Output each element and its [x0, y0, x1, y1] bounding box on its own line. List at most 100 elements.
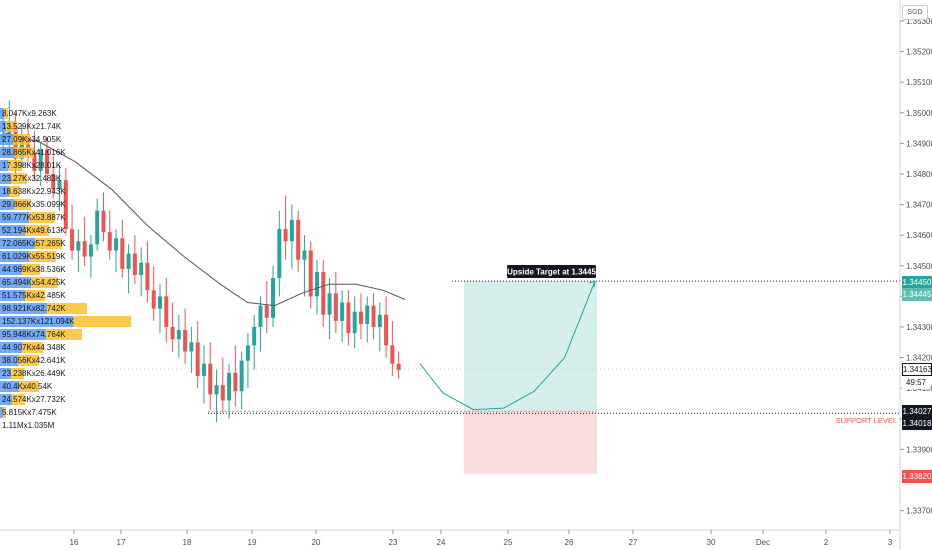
volume-profile-label: 52.194Kx49.613K	[2, 226, 66, 235]
candle-body	[258, 305, 263, 327]
volume-profile-label: 23.27Kx32.483K	[2, 174, 62, 183]
time-tick-label: 30	[707, 538, 716, 547]
price-tick-label: 1.35000	[906, 109, 932, 118]
up-candle	[76, 229, 81, 272]
candle-body	[38, 149, 43, 171]
candle-body	[327, 293, 332, 315]
down-candle	[358, 293, 363, 340]
down-candle	[32, 131, 37, 181]
up-candle	[176, 314, 181, 358]
up-candle	[340, 290, 345, 343]
candle-body	[233, 372, 238, 392]
time-tick-label: 26	[565, 538, 574, 547]
volume-profile-label: 61.029Kx55.519K	[2, 252, 66, 261]
candle-body	[377, 314, 382, 327]
candle-body	[239, 360, 244, 392]
candle-body	[358, 311, 363, 324]
down-candle	[233, 345, 238, 407]
volume-profile-label: 44.969Kx38.536K	[2, 265, 66, 274]
volume-up-bar	[0, 186, 9, 197]
target-label: Upside Target at 1.3445	[507, 268, 596, 277]
projection-curve	[419, 280, 596, 411]
up-candle	[57, 164, 62, 211]
candle-body	[396, 363, 401, 370]
volume-profile-label: 27.09Kx34.905K	[2, 135, 62, 144]
candle-body	[220, 385, 225, 401]
volume-profile-label: 95.948Kx74.764K	[2, 330, 66, 339]
volume-profile-label: 152.137Kx121.094K	[2, 317, 75, 326]
down-candle	[333, 271, 338, 334]
volume-profile-label: 40.4Kx40.54K	[2, 382, 53, 391]
time-tick-label: 17	[117, 538, 126, 547]
down-candle	[346, 290, 351, 346]
volume-down-bar	[13, 147, 34, 158]
support-price-tag: 1.34018	[902, 417, 932, 430]
candle-body	[283, 229, 288, 242]
candle-body	[227, 372, 232, 401]
countdown-tag: 49:57	[902, 376, 930, 389]
down-candle	[371, 293, 376, 340]
volume-down-bar	[21, 342, 43, 353]
volume-profile-label: 28.865Kx41.016K	[2, 148, 66, 157]
volume-profile-label: 72.065Kx57.265K	[2, 239, 66, 248]
price-tick-label: 1.34600	[906, 231, 932, 240]
candle-body	[63, 180, 68, 230]
up-candle	[158, 284, 162, 334]
moving-average-series	[2, 132, 406, 307]
volume-down-bar	[11, 394, 26, 405]
volume-profile-label: 38.056Kx42.641K	[2, 356, 66, 365]
volume-up-bar	[0, 368, 12, 379]
up-candle	[271, 265, 276, 327]
candle-body	[145, 262, 150, 291]
down-candle	[195, 320, 200, 389]
up-candle	[245, 333, 250, 389]
volume-down-bar	[25, 225, 49, 236]
price-axis[interactable]: 1.35300 1.35200 1.35100 1.35000 1.34900 1.348…	[899, 0, 932, 550]
candle-body	[302, 250, 307, 260]
up-candle	[365, 296, 370, 343]
volume-up-bar	[0, 160, 9, 171]
up-candle	[139, 247, 144, 297]
volume-up-bar	[0, 199, 15, 210]
down-candle	[170, 302, 175, 352]
down-candle	[164, 278, 169, 343]
up-candle	[214, 369, 219, 422]
price-tick-label: 1.34200	[906, 354, 932, 363]
volume-down-bar	[11, 173, 27, 184]
up-candle	[252, 314, 257, 370]
volume-up-bar	[0, 173, 12, 184]
volume-profile-label: 51.575Kx42.485K	[2, 291, 66, 300]
loss-zone	[464, 410, 597, 474]
candle-body	[32, 152, 37, 171]
volume-up-bar	[0, 238, 35, 249]
candle-body	[264, 305, 269, 318]
candle-body	[340, 302, 345, 321]
time-tick-label: 16	[70, 538, 79, 547]
volume-up-bar	[0, 212, 29, 223]
volume-up-bar	[0, 329, 47, 340]
price-tick-label: 1.34900	[906, 139, 932, 148]
up-candle	[327, 278, 332, 340]
volume-up-bar	[0, 147, 14, 158]
candle-body	[101, 210, 106, 233]
volume-down-bar	[14, 199, 32, 210]
volume-up-bar	[0, 355, 19, 366]
candle-body	[95, 210, 100, 245]
down-candle	[70, 204, 75, 260]
time-tick-label: 19	[248, 538, 257, 547]
down-candle	[384, 296, 389, 358]
candle-body	[214, 385, 219, 395]
volume-profile-label: 44.907Kx44.348K	[2, 343, 66, 352]
up-candle	[95, 198, 100, 251]
currency-label[interactable]: SGD	[902, 5, 928, 20]
down-candle	[390, 320, 395, 376]
down-candle	[101, 192, 106, 242]
candle-body	[170, 327, 175, 340]
volume-down-bar	[13, 134, 30, 145]
up-candle	[239, 351, 244, 410]
candle-body	[195, 342, 200, 376]
time-axis[interactable]: 16 17 18 19 20 23 24 25 26 27 30 Dec 2 3	[0, 529, 900, 547]
candle-body	[315, 271, 319, 297]
price-tick-label: 1.34500	[906, 262, 932, 271]
